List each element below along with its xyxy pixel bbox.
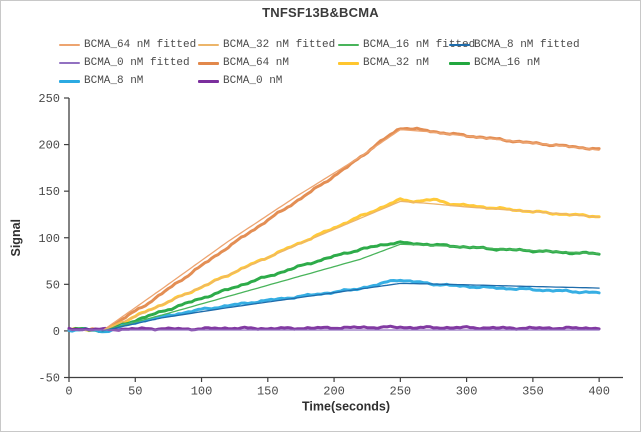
legend-label: BCMA_16 nM: [474, 57, 541, 69]
legend-line-swatch: [449, 61, 470, 65]
legend-item: BCMA_0 nM fitted: [59, 57, 198, 69]
legend-label: BCMA_32 nM: [363, 57, 430, 69]
series-line-bcma_8-nm: [67, 278, 601, 334]
legend-item: BCMA_8 nM fitted: [449, 39, 626, 51]
series-line-bcma_16-nm-fitted: [101, 243, 600, 332]
x-tick-label: 300: [456, 385, 478, 399]
legend-line-swatch: [338, 44, 359, 46]
legend-label: BCMA_8 nM: [84, 75, 144, 87]
y-tick-label: 0: [53, 325, 60, 339]
legend-item: BCMA_16 nM: [449, 57, 626, 69]
legend-line-swatch: [198, 79, 219, 83]
x-tick-label: 400: [588, 385, 610, 399]
legend-item: BCMA_8 nM: [59, 75, 198, 87]
y-tick-label: 150: [38, 185, 60, 199]
series-line-bcma_32-nm-fitted: [101, 200, 600, 332]
legend-line-swatch: [198, 61, 219, 65]
x-tick-label: 250: [390, 385, 412, 399]
y-tick-label: 100: [38, 232, 60, 246]
legend-label: BCMA_8 nM fitted: [474, 39, 580, 51]
x-tick-label: 150: [257, 385, 279, 399]
y-tick-label: -50: [38, 372, 60, 386]
x-tick-label: 100: [191, 385, 213, 399]
legend-item: BCMA_64 nM fitted: [59, 39, 198, 51]
legend-label: BCMA_0 nM fitted: [84, 57, 190, 69]
y-tick-label: 200: [38, 139, 60, 153]
legend-label: BCMA_64 nM: [223, 57, 290, 69]
legend: BCMA_64 nM fitted BCMA_32 nM fitted BCMA_1…: [59, 36, 626, 90]
x-tick-label: 200: [323, 385, 345, 399]
legend-item: BCMA_0 nM: [198, 75, 338, 87]
series-line-bcma_8-nm-fitted: [101, 282, 600, 332]
legend-line-swatch: [59, 44, 80, 46]
legend-label: BCMA_16 nM fitted: [363, 39, 476, 51]
legend-label: BCMA_64 nM fitted: [84, 39, 197, 51]
legend-item: BCMA_64 nM: [198, 57, 338, 69]
y-axis-label: Signal: [9, 219, 23, 257]
legend-line-swatch: [59, 62, 80, 64]
legend-item: BCMA_32 nM: [338, 57, 449, 69]
y-tick-label: 50: [46, 278, 60, 292]
x-axis-label: Time(seconds): [302, 400, 390, 414]
legend-item: BCMA_16 nM fitted: [338, 39, 475, 51]
legend-line-swatch: [59, 79, 80, 83]
y-tick-label: 250: [38, 92, 60, 106]
chart-title: TNFSF13B&BCMA: [262, 5, 379, 20]
legend-label: BCMA_0 nM: [223, 75, 283, 87]
x-tick-label: 50: [128, 385, 142, 399]
legend-label: BCMA_32 nM fitted: [223, 39, 336, 51]
legend-line-swatch: [198, 44, 219, 46]
x-tick-label: 350: [522, 385, 544, 399]
series-line-bcma_64-nm-fitted: [101, 129, 600, 332]
legend-line-swatch: [449, 44, 470, 46]
legend-line-swatch: [338, 61, 359, 65]
x-tick-label: 0: [65, 385, 72, 399]
legend-item: BCMA_32 nM fitted: [198, 39, 338, 51]
axes-spines: [68, 98, 623, 379]
